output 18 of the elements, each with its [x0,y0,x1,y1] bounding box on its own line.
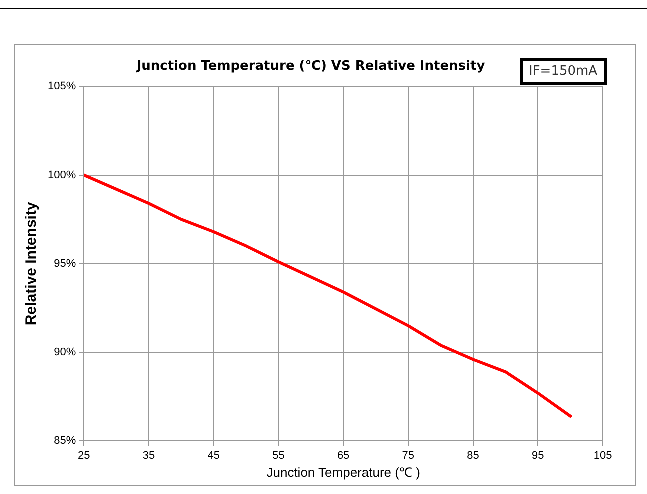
x-tick-label: 95 [532,450,544,462]
x-tick-label: 105 [594,450,612,462]
x-tick-label: 55 [272,450,285,462]
y-tick-label: 105% [48,80,76,93]
x-tick-label: 65 [337,450,350,462]
x-tick-label: 35 [142,450,156,462]
y-axis-title: Relative Intensity [23,202,40,326]
x-tick-label: 85 [467,450,480,462]
x-tick-label: 75 [402,450,415,462]
y-tick-label: 100% [48,169,76,182]
y-tick-label: 85% [54,435,76,448]
y-tick-label: 90% [54,346,76,359]
chart-title: Junction Temperature (℃) VS Relative Intensity [136,59,486,74]
x-tick-label: 45 [208,450,220,462]
y-tick-label: 95% [54,258,76,270]
text: IF=150mA [520,58,607,85]
x-tick-label: 25 [78,450,90,462]
x-axis-title: Junction Temperature (℃ ) [266,464,420,480]
